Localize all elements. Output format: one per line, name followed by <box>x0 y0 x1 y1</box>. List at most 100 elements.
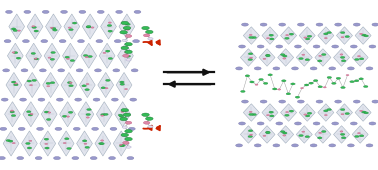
Polygon shape <box>23 102 39 127</box>
Circle shape <box>263 58 266 60</box>
Polygon shape <box>315 49 331 66</box>
Polygon shape <box>278 49 294 66</box>
Circle shape <box>37 127 43 130</box>
Circle shape <box>67 147 71 149</box>
Circle shape <box>369 122 376 125</box>
Circle shape <box>17 157 24 160</box>
Circle shape <box>282 55 287 57</box>
Circle shape <box>127 157 134 160</box>
Circle shape <box>359 110 363 112</box>
Circle shape <box>121 46 129 50</box>
Circle shape <box>51 27 56 29</box>
Circle shape <box>123 26 131 30</box>
Circle shape <box>123 113 131 116</box>
Circle shape <box>302 54 305 55</box>
Circle shape <box>305 136 310 138</box>
Circle shape <box>62 115 67 117</box>
Circle shape <box>125 35 132 37</box>
Circle shape <box>285 37 289 39</box>
Polygon shape <box>9 14 25 39</box>
Circle shape <box>27 147 32 149</box>
Circle shape <box>142 113 149 116</box>
Circle shape <box>289 33 294 35</box>
Polygon shape <box>6 72 22 98</box>
Circle shape <box>270 115 274 117</box>
Circle shape <box>254 67 261 70</box>
Circle shape <box>67 116 70 117</box>
Circle shape <box>144 34 150 37</box>
Polygon shape <box>315 126 331 143</box>
Circle shape <box>310 67 317 70</box>
Polygon shape <box>95 131 111 156</box>
Polygon shape <box>96 102 112 127</box>
Circle shape <box>119 144 122 146</box>
Circle shape <box>129 127 135 130</box>
Polygon shape <box>262 27 278 44</box>
Polygon shape <box>352 126 368 143</box>
Circle shape <box>345 113 350 115</box>
Circle shape <box>30 113 33 115</box>
Circle shape <box>4 40 11 43</box>
Circle shape <box>248 135 253 138</box>
Circle shape <box>358 132 361 134</box>
Circle shape <box>350 122 357 125</box>
Polygon shape <box>119 14 135 39</box>
Circle shape <box>93 98 100 101</box>
Circle shape <box>248 58 253 61</box>
Circle shape <box>257 122 264 125</box>
Circle shape <box>353 23 360 26</box>
Circle shape <box>125 51 130 53</box>
Polygon shape <box>98 72 114 98</box>
Circle shape <box>309 82 313 84</box>
Polygon shape <box>58 131 74 156</box>
Circle shape <box>350 45 357 48</box>
Circle shape <box>297 23 304 26</box>
Circle shape <box>12 142 15 144</box>
Circle shape <box>59 40 66 43</box>
Circle shape <box>324 110 328 112</box>
Circle shape <box>148 125 153 128</box>
Polygon shape <box>77 131 92 156</box>
Circle shape <box>278 89 281 90</box>
Circle shape <box>304 114 307 115</box>
Circle shape <box>32 26 36 28</box>
Circle shape <box>286 93 291 95</box>
Circle shape <box>322 54 326 56</box>
Circle shape <box>125 130 132 133</box>
Circle shape <box>319 55 322 57</box>
Circle shape <box>86 117 89 118</box>
Circle shape <box>101 140 104 141</box>
Circle shape <box>248 130 253 132</box>
Circle shape <box>88 56 92 58</box>
Polygon shape <box>61 72 77 98</box>
Circle shape <box>318 60 322 62</box>
Circle shape <box>280 131 285 133</box>
Circle shape <box>341 37 344 38</box>
Circle shape <box>364 86 368 88</box>
Circle shape <box>249 34 252 36</box>
Polygon shape <box>44 43 60 68</box>
Polygon shape <box>280 27 297 44</box>
Circle shape <box>310 144 317 147</box>
Circle shape <box>50 27 53 29</box>
Circle shape <box>20 98 26 101</box>
Circle shape <box>291 144 298 147</box>
Circle shape <box>10 111 14 113</box>
Circle shape <box>13 29 17 31</box>
Circle shape <box>359 58 364 60</box>
Circle shape <box>113 69 120 72</box>
Polygon shape <box>355 104 371 121</box>
Circle shape <box>332 122 339 125</box>
Circle shape <box>82 140 87 142</box>
Circle shape <box>18 127 25 130</box>
Circle shape <box>26 111 31 113</box>
Circle shape <box>92 127 99 130</box>
Circle shape <box>269 34 273 36</box>
Circle shape <box>85 146 90 148</box>
Circle shape <box>273 67 280 70</box>
Circle shape <box>286 111 289 113</box>
Circle shape <box>46 118 51 121</box>
Circle shape <box>31 52 36 54</box>
Polygon shape <box>299 104 315 121</box>
Circle shape <box>75 98 82 101</box>
